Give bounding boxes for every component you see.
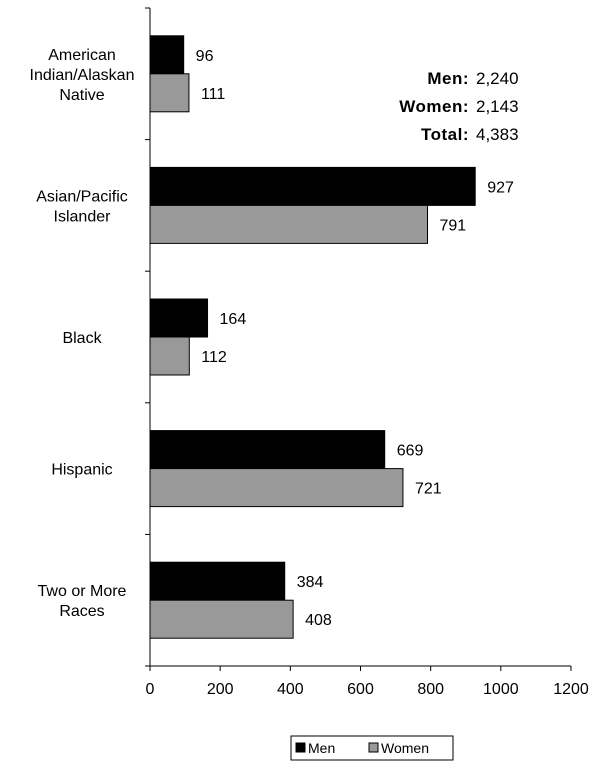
bar-men-0 xyxy=(149,35,185,75)
data-label-women-1: 791 xyxy=(440,217,467,234)
data-label-women-3: 721 xyxy=(415,481,442,498)
data-label-men-4: 384 xyxy=(297,574,324,591)
category-label-line: Asian/Pacific xyxy=(36,188,128,205)
category-label-line: Two or More xyxy=(38,583,127,600)
x-tick-label-200: 200 xyxy=(207,681,234,698)
legend-label-men: Men xyxy=(308,740,335,756)
category-label-line: Native xyxy=(59,87,104,104)
category-label-0: American Indian/Alaskan Native xyxy=(30,47,135,104)
data-label-women-4: 408 xyxy=(305,612,332,629)
x-tick-label-800: 800 xyxy=(417,681,444,698)
data-label-men-2: 164 xyxy=(220,311,247,328)
category-label-line: Islander xyxy=(54,208,112,225)
bar-men-3 xyxy=(149,430,386,470)
bar-women-4 xyxy=(149,599,294,639)
summary-label-2: Total: xyxy=(421,125,469,144)
data-label-women-0: 111 xyxy=(201,86,225,103)
summary-label-1: Women: xyxy=(399,97,469,116)
legend-swatch-men xyxy=(295,742,306,753)
category-label-line: Indian/Alaskan xyxy=(30,67,135,84)
x-tick-label-1200: 1200 xyxy=(553,681,589,698)
category-label-line: Races xyxy=(59,603,104,620)
data-label-men-1: 927 xyxy=(487,179,514,196)
data-label-men-3: 669 xyxy=(397,443,424,460)
summary-label-0: Men: xyxy=(427,69,469,88)
category-label-line: Black xyxy=(62,330,102,347)
bar-women-2 xyxy=(149,336,190,376)
x-tick-label-0: 0 xyxy=(146,681,155,698)
category-label-line: Hispanic xyxy=(51,462,112,479)
category-label-2: Black xyxy=(62,330,102,347)
bar-women-3 xyxy=(149,468,404,508)
category-label-3: Hispanic xyxy=(51,462,112,479)
legend-label-women: Women xyxy=(381,740,429,756)
category-label-4: Two or More Races xyxy=(38,583,127,620)
bar-men-4 xyxy=(149,561,286,601)
data-label-women-2: 112 xyxy=(201,349,227,366)
legend-swatch-women xyxy=(368,742,379,753)
bar-men-1 xyxy=(149,166,476,206)
summary-value-0: 2,240 xyxy=(476,69,519,88)
x-tick-label-1000: 1000 xyxy=(483,681,519,698)
x-tick-label-400: 400 xyxy=(277,681,304,698)
bar-women-0 xyxy=(149,73,190,113)
category-label-1: Asian/Pacific Islander xyxy=(36,188,128,225)
category-label-line: American xyxy=(48,47,116,64)
summary-value-1: 2,143 xyxy=(476,97,519,116)
x-tick-label-600: 600 xyxy=(347,681,374,698)
bar-men-2 xyxy=(149,298,209,338)
summary-value-2: 4,383 xyxy=(476,125,519,144)
bar-women-1 xyxy=(149,204,429,244)
data-label-men-0: 96 xyxy=(196,48,214,65)
